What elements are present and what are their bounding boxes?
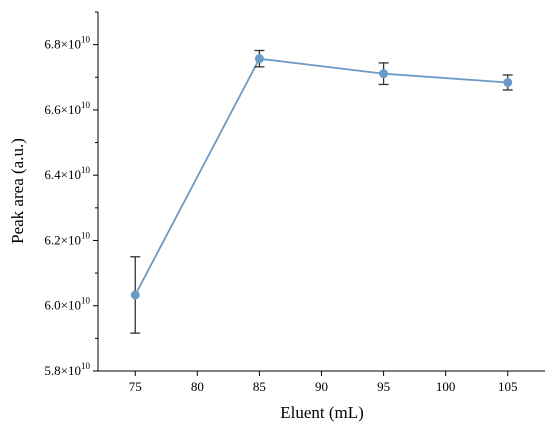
x-tick-label: 85 (253, 379, 266, 394)
y-tick-label: 6.0×1010 (44, 296, 90, 313)
x-tick-label: 80 (191, 379, 204, 394)
series-layer (130, 49, 513, 334)
data-point (254, 54, 264, 64)
series-line (134, 57, 508, 296)
x-axis-title: Eluent (mL) (280, 403, 364, 422)
x-ticks: 75 80 85 90 95 100 105 (129, 371, 518, 394)
y-tick-label: 6.6×1010 (44, 100, 90, 117)
data-point (379, 69, 389, 79)
y-axis-title: Peak area (a.u.) (8, 138, 27, 244)
y-tick-label: 6.2×1010 (44, 230, 90, 247)
y-tick-label: 6.4×1010 (44, 165, 90, 182)
y-tick-label: 6.8×1010 (44, 35, 90, 52)
x-tick-label: 100 (436, 379, 456, 394)
x-tick-label: 105 (498, 379, 518, 394)
x-tick-label: 75 (129, 379, 142, 394)
x-tick-label: 90 (315, 379, 328, 394)
data-point (503, 77, 513, 87)
x-tick-label: 95 (377, 379, 390, 394)
y-tick-label: 5.8×1010 (44, 361, 90, 378)
data-point (130, 290, 140, 300)
y-ticks: 5.8×1010 6.0×1010 6.2×1010 6.4×1010 6.6×1010… (44, 11, 98, 378)
